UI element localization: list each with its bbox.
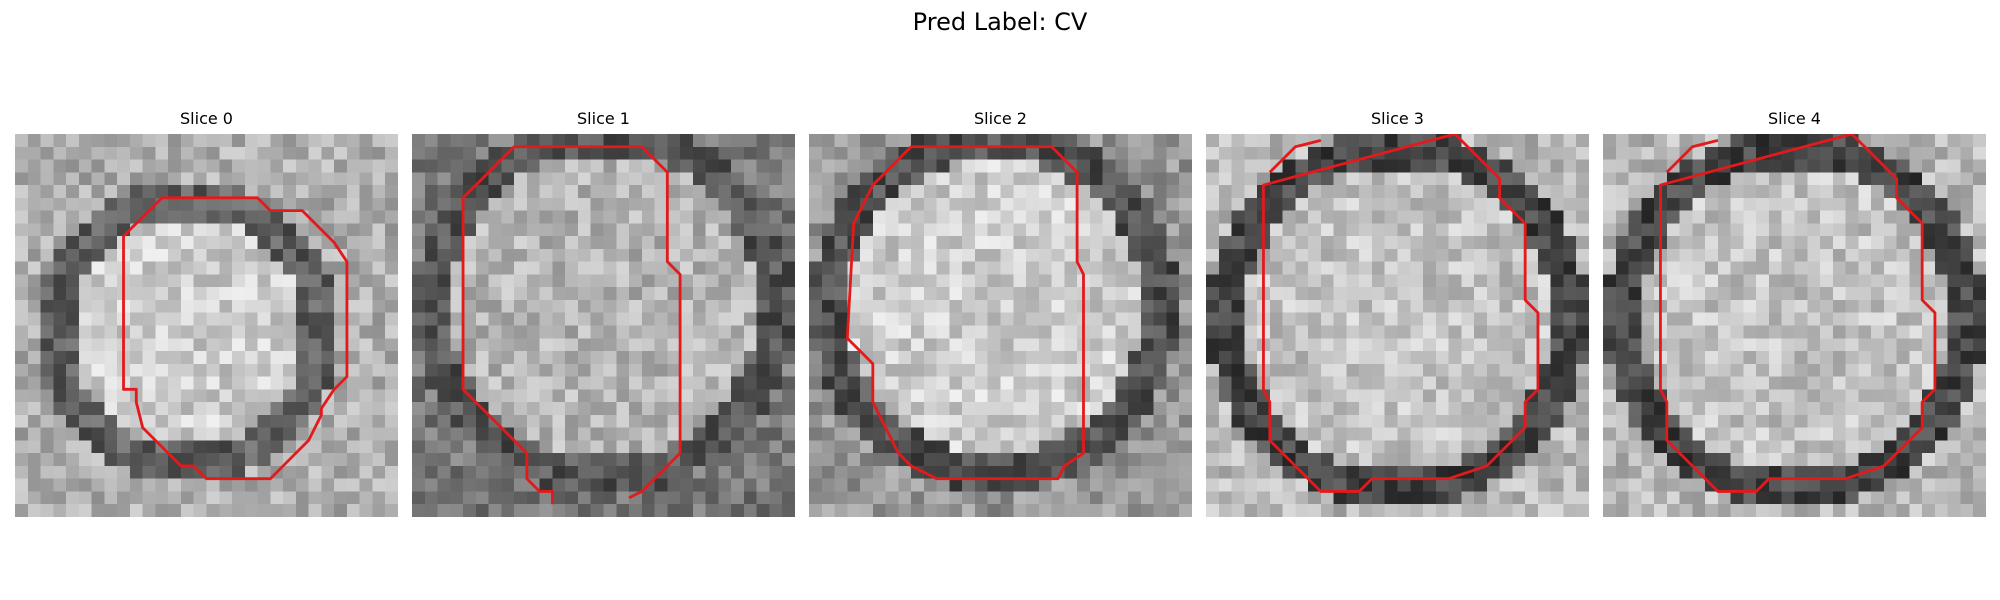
slice-panel-3: Slice 3 xyxy=(1206,108,1589,517)
segmentation-contour xyxy=(845,145,1085,481)
figure-title: Pred Label: CV xyxy=(912,8,1088,36)
slice-title: Slice 1 xyxy=(577,109,630,128)
segmentation-contour xyxy=(1262,134,1540,493)
slice-title: Slice 3 xyxy=(1371,109,1424,128)
slice-title: Slice 4 xyxy=(1768,109,1821,128)
slice-title: Slice 0 xyxy=(180,109,233,128)
slice-image xyxy=(1603,134,1986,517)
segmentation-contour xyxy=(122,196,349,481)
slice-panel-1: Slice 1 xyxy=(412,108,795,517)
slice-panel-0: Slice 0 xyxy=(15,108,398,517)
slice-panel-2: Slice 2 xyxy=(809,108,1192,517)
segmentation-contour xyxy=(1659,134,1937,493)
slice-title: Slice 2 xyxy=(974,109,1027,128)
slice-image xyxy=(15,134,398,517)
segmentation-contour xyxy=(461,145,682,505)
slice-image xyxy=(1206,134,1589,517)
slice-panel-4: Slice 4 xyxy=(1603,108,1986,517)
slice-image xyxy=(412,134,795,517)
slice-image xyxy=(809,134,1192,517)
